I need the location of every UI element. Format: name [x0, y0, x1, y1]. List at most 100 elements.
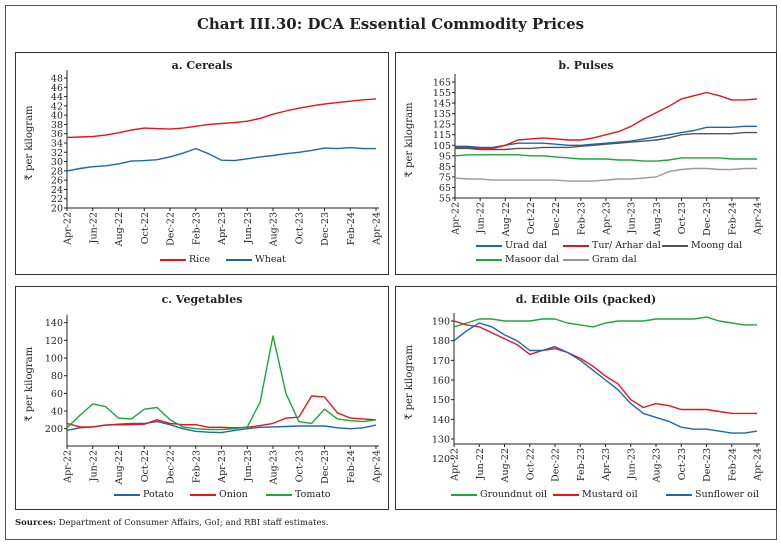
sources-note: Sources: Department of Consumer Affairs,… — [15, 518, 329, 528]
sources-text: Department of Consumer Affairs, GoI; and… — [55, 518, 329, 528]
y-axis-label: ₹ per kilogram — [24, 346, 35, 421]
x-tick-label: Dec-22 — [551, 448, 562, 482]
x-tick-label: Apr-24 — [372, 450, 383, 484]
x-tick-label: Feb-23 — [576, 448, 587, 481]
x-tick-label: Feb-23 — [191, 450, 202, 483]
x-tick-label: Jun-23 — [243, 212, 254, 244]
legend-swatch — [666, 493, 692, 496]
series-line-moong-dal — [455, 131, 757, 151]
y-tick-label: 150 — [432, 395, 450, 406]
sources-label: Sources: — [15, 518, 56, 528]
legend-label: Masoor dal — [505, 254, 560, 265]
y-tick-label: 24 — [51, 185, 63, 196]
y-tick-label: 165 — [433, 78, 451, 89]
x-tick-label: Jun-23 — [627, 202, 638, 234]
y-tick-label: 120 — [432, 454, 450, 465]
legend-swatch — [563, 258, 589, 261]
y-tick-label: 40 — [51, 111, 63, 122]
series-line-tomato — [66, 335, 377, 431]
y-tick-label: 46 — [51, 83, 63, 94]
y-tick-label: 180 — [432, 336, 450, 347]
x-tick-label: Jun-23 — [626, 448, 637, 480]
x-tick-label: Apr-22 — [63, 450, 74, 484]
x-tick-label: Apr-24 — [372, 212, 383, 246]
legend-item: Potato — [114, 489, 174, 500]
x-tick-label: Oct-23 — [294, 212, 305, 244]
y-tick-label: 105 — [433, 141, 451, 152]
y-tick-label: 26 — [51, 176, 63, 187]
figure-title: Chart III.30: DCA Essential Commodity Pr… — [196, 15, 585, 33]
x-tick-label: Aug-23 — [269, 450, 280, 485]
x-tick-label: Apr-23 — [601, 448, 612, 482]
x-tick-label: Dec-22 — [166, 212, 177, 246]
legend-item: Mustard oil — [553, 489, 638, 500]
series-line-onion — [66, 395, 377, 429]
y-tick-label: 60 — [51, 389, 63, 400]
legend-swatch — [226, 258, 252, 261]
y-tick-label: 48 — [51, 74, 63, 85]
y-tick-label: 42 — [51, 101, 63, 112]
series-line-groundnut-oil — [453, 316, 757, 328]
legend-swatch — [266, 493, 292, 496]
y-tick-label: 30 — [51, 157, 63, 168]
x-tick-label: Apr-24 — [753, 448, 764, 482]
y-tick-label: 155 — [433, 88, 451, 99]
x-tick-label: Feb-24 — [346, 450, 357, 483]
panel-edible-oils: d. Edible Oils (packed) — [395, 286, 777, 510]
x-tick-label: Feb-23 — [576, 202, 587, 235]
legend-label: Wheat — [255, 254, 286, 265]
x-tick-label: Aug-22 — [114, 212, 125, 247]
legend-item: Sunflower oil — [666, 489, 759, 500]
legend-label: Sunflower oil — [695, 489, 759, 500]
y-tick-label: 32 — [51, 148, 63, 159]
legend-swatch — [662, 244, 688, 247]
x-tick-label: Aug-23 — [269, 212, 280, 247]
x-tick-label: Apr-23 — [602, 202, 613, 236]
series-line-sunflower-oil — [453, 322, 758, 434]
legend-label: Urad dal — [505, 240, 548, 251]
y-tick-label: 40 — [51, 407, 63, 418]
x-tick-label: Feb-24 — [727, 448, 738, 481]
legend-swatch — [451, 493, 477, 496]
series-line-wheat — [66, 146, 376, 172]
legend-item: Moong dal — [662, 240, 742, 251]
y-tick-label: 190 — [432, 317, 450, 328]
x-tick-label: Aug-22 — [114, 450, 125, 485]
legend-item: Onion — [190, 489, 248, 500]
legend-label: Tur/ Arhar dal — [592, 240, 661, 251]
panel-cereals: a. Cereals — [15, 52, 389, 275]
x-tick-label: Aug-23 — [652, 448, 663, 483]
x-tick-label: Feb-24 — [727, 202, 738, 235]
x-tick-label: Jun-22 — [88, 450, 99, 482]
x-tick-label: Dec-23 — [320, 212, 331, 246]
x-tick-label: Feb-23 — [191, 212, 202, 245]
legend-item: Gram dal — [563, 254, 637, 265]
panel-title: d. Edible Oils (packed) — [515, 293, 657, 306]
y-tick-label: 125 — [433, 120, 451, 131]
legend-label: Potato — [143, 489, 174, 500]
legend-label: Tomato — [295, 489, 331, 500]
y-tick-label: 100 — [45, 354, 63, 365]
series-line-mustard-oil — [453, 320, 757, 415]
series-line-rice — [66, 98, 377, 139]
legend-label: Onion — [219, 489, 248, 500]
y-tick-label: 170 — [432, 356, 450, 367]
y-tick-label: 140 — [45, 318, 63, 329]
x-tick-label: Oct-23 — [294, 450, 305, 482]
legend-label: Mustard oil — [582, 489, 638, 500]
legend-swatch — [553, 493, 579, 496]
y-tick-label: 20 — [51, 204, 63, 215]
legend-swatch — [114, 493, 140, 496]
y-tick-label: 75 — [439, 172, 451, 183]
y-tick-label: 95 — [439, 151, 451, 162]
y-tick-label: 115 — [433, 130, 451, 141]
x-tick-label: Apr-22 — [63, 212, 74, 246]
y-tick-label: 200 — [45, 424, 63, 435]
y-tick-label: 80 — [51, 371, 63, 382]
legend-item: Tur/ Arhar dal — [563, 240, 661, 251]
y-tick-label: 28 — [51, 166, 63, 177]
y-tick-label: 120 — [45, 336, 63, 347]
y-axis-label: ₹ per kilogram — [404, 345, 415, 420]
x-tick-label: Aug-22 — [501, 202, 512, 237]
